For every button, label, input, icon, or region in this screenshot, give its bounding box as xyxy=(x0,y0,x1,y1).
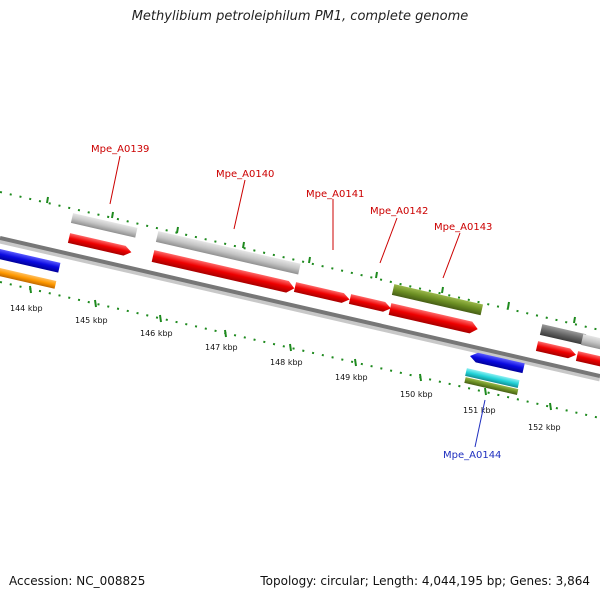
gene-gray-right[interactable] xyxy=(580,334,600,354)
label-line-a0140 xyxy=(233,179,246,230)
inner-tick xyxy=(29,285,32,294)
inner-dotted-ring xyxy=(0,281,600,419)
kbp-label: 150 kbp xyxy=(400,390,433,399)
genome-title: Methylibium petroleiphilum PM1, complete… xyxy=(131,9,469,24)
outer-tick-ring xyxy=(0,191,600,331)
gene-labels: Mpe_A0139 Mpe_A0140 Mpe_A0141 Mpe_A0142 … xyxy=(91,144,501,461)
kbp-label: 152 kbp xyxy=(528,423,561,432)
inner-tick xyxy=(224,329,227,338)
outer-major-ticks xyxy=(46,196,576,324)
kbp-label: 147 kbp xyxy=(205,343,238,352)
inner-tick xyxy=(549,402,552,411)
inner-tick xyxy=(484,387,487,396)
outer-tick xyxy=(242,241,245,249)
gene-gray-a0139[interactable] xyxy=(70,213,138,238)
outer-tick xyxy=(176,226,179,234)
inner-major-ticks xyxy=(29,285,552,411)
outer-tick xyxy=(375,271,378,279)
gene-red-a0140[interactable] xyxy=(151,250,296,294)
gene-label-a0140[interactable]: Mpe_A0140 xyxy=(216,169,274,180)
outer-tick xyxy=(441,286,444,294)
outer-tick xyxy=(573,316,576,324)
inner-tick xyxy=(354,358,357,367)
gene-label-a0144[interactable]: Mpe_A0144 xyxy=(443,450,501,461)
genome-backbone xyxy=(0,236,600,382)
label-line-a0144 xyxy=(474,399,486,448)
gene-darkgray-right[interactable] xyxy=(539,324,587,345)
label-line-a0142 xyxy=(379,217,398,264)
kbp-label: 149 kbp xyxy=(335,373,368,382)
outer-tick xyxy=(507,301,510,309)
gene-red-a0143[interactable] xyxy=(388,303,479,335)
gene-blue-a0144[interactable] xyxy=(469,351,525,374)
inner-tick xyxy=(419,373,422,382)
gene-orange-left[interactable] xyxy=(0,267,57,289)
accession-text: Accession: NC_008825 xyxy=(9,574,146,588)
gene-red-a0141[interactable] xyxy=(293,282,351,304)
gene-red-right-2[interactable] xyxy=(575,351,600,370)
outer-tick xyxy=(111,211,114,219)
gene-olive-a0144[interactable] xyxy=(464,377,519,395)
inner-tick xyxy=(159,314,162,323)
outer-tick xyxy=(308,256,311,264)
kbp-labels: 144 kbp 145 kbp 146 kbp 147 kbp 148 kbp … xyxy=(10,304,561,432)
gene-label-lines xyxy=(109,155,486,448)
inner-tick xyxy=(289,343,292,352)
label-line-a0139 xyxy=(109,155,121,205)
gene-blue-left[interactable] xyxy=(0,248,61,273)
genome-summary-text: Topology: circular; Length: 4,044,195 bp… xyxy=(260,574,590,588)
gene-gray-a0140[interactable] xyxy=(155,231,301,275)
gene-red-a0142[interactable] xyxy=(348,294,392,313)
kbp-label: 145 kbp xyxy=(75,316,108,325)
backbone-line xyxy=(0,236,600,378)
kbp-label: 144 kbp xyxy=(10,304,43,313)
gene-red-a0139[interactable] xyxy=(67,233,133,257)
gene-features xyxy=(0,213,600,395)
gene-label-a0141[interactable]: Mpe_A0141 xyxy=(306,189,364,200)
gene-red-right-1[interactable] xyxy=(535,341,577,360)
inner-tick-ring xyxy=(0,281,600,419)
kbp-label: 151 kbp xyxy=(463,406,496,415)
kbp-label: 148 kbp xyxy=(270,358,303,367)
gene-label-a0143[interactable]: Mpe_A0143 xyxy=(434,222,492,233)
inner-tick xyxy=(94,299,97,308)
outer-tick xyxy=(46,196,49,204)
gene-olive-a0143[interactable] xyxy=(391,284,484,316)
gene-cyan-a0144[interactable] xyxy=(465,368,520,388)
kbp-label: 146 kbp xyxy=(140,329,173,338)
gene-label-a0139[interactable]: Mpe_A0139 xyxy=(91,144,149,155)
gene-label-a0142[interactable]: Mpe_A0142 xyxy=(370,206,428,217)
label-line-a0143 xyxy=(442,232,461,279)
